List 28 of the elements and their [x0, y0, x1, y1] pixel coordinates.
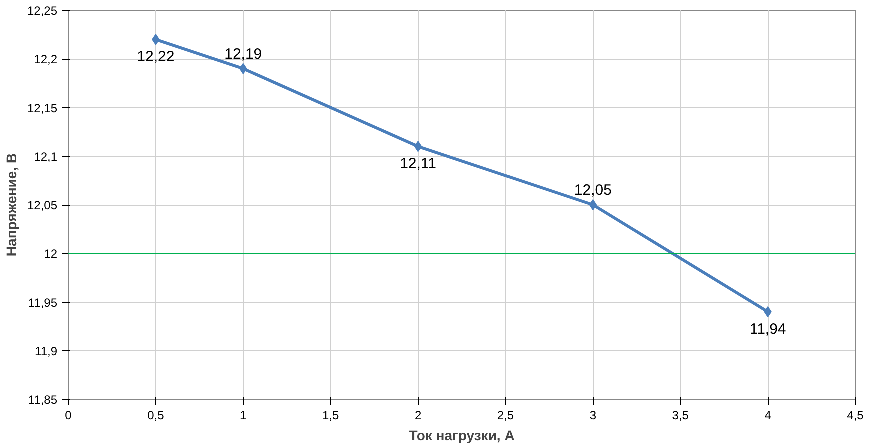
data-label: 11,94	[750, 320, 786, 338]
y-tick-label: 12	[44, 247, 58, 262]
x-tick-label: 2,5	[497, 408, 514, 422]
data-label: 12,19	[224, 46, 262, 63]
x-tick-label: 3,5	[672, 408, 690, 422]
x-axis-title: Ток нагрузки, А	[409, 428, 515, 444]
x-tick-label: 4,5	[847, 408, 864, 422]
data-label: 12,22	[137, 48, 175, 66]
data-label: 12,11	[400, 156, 437, 173]
x-tick-label: 4	[764, 408, 772, 422]
point	[414, 141, 422, 152]
y-axis-title: Напряжение, В	[3, 153, 20, 257]
y-tick-label: 12,25	[27, 4, 58, 18]
y-tick-label: 12,1	[34, 150, 58, 164]
x-tick-label: 2	[414, 408, 422, 422]
x-tick-label: 3	[590, 408, 597, 422]
y-tick-label: 11,85	[28, 393, 58, 407]
point	[589, 200, 597, 210]
y-tick-label: 12,05	[27, 198, 58, 212]
data-label: 12,05	[574, 182, 612, 199]
y-tick-label: 11,95	[28, 296, 58, 310]
y-tick-label: 12,15	[27, 101, 58, 116]
x-tick-label: 0,5	[148, 408, 165, 422]
x-tick-label: 1	[240, 408, 248, 422]
y-tick-label: 12,2	[34, 52, 58, 67]
x-tick-label: 1,5	[322, 408, 340, 422]
x-tick-label: 0	[65, 408, 72, 422]
y-tick-label: 11,9	[35, 344, 58, 358]
